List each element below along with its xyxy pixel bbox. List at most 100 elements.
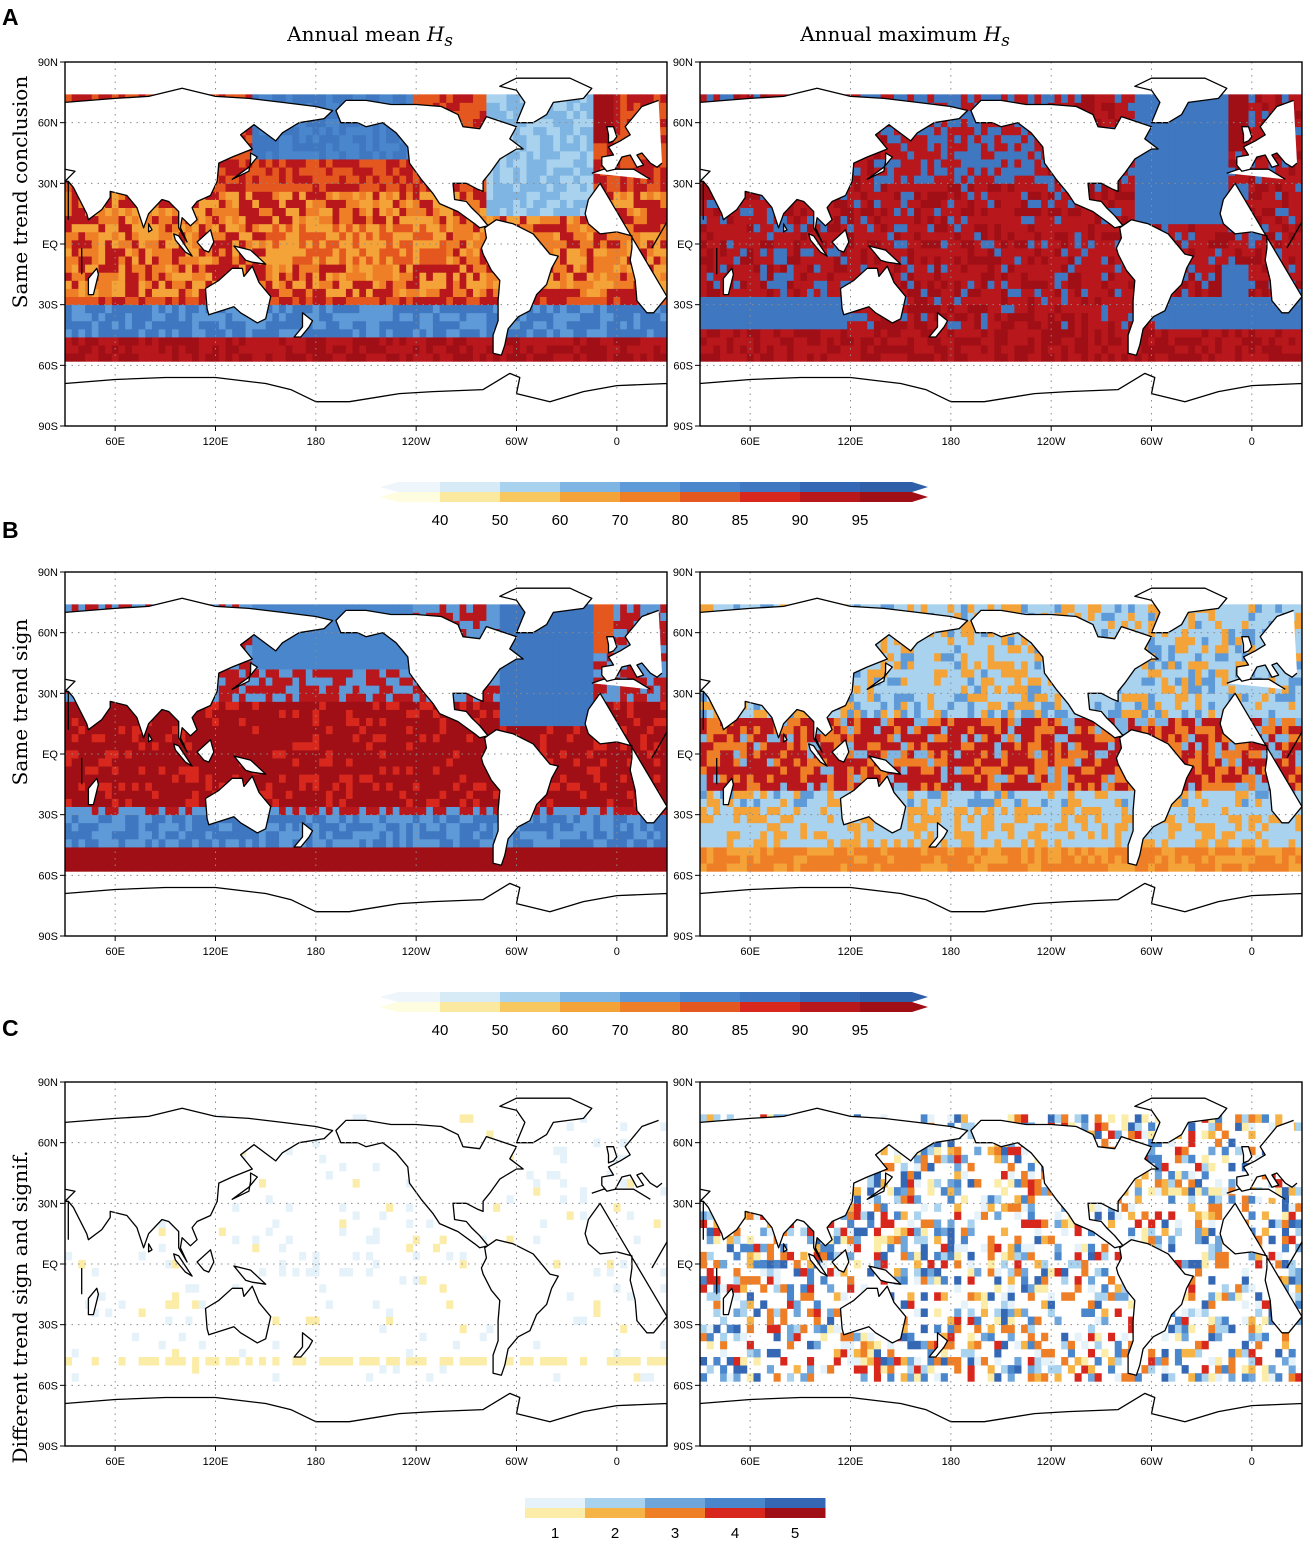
field-cell xyxy=(954,175,961,183)
field-cell xyxy=(820,353,827,361)
field-cell xyxy=(373,167,380,175)
field-cell xyxy=(1021,216,1028,224)
field-cell xyxy=(533,151,540,159)
field-cell xyxy=(780,345,787,353)
field-cell xyxy=(1034,216,1041,224)
field-cell xyxy=(894,159,901,167)
field-cell xyxy=(994,337,1001,345)
field-cell xyxy=(881,345,888,353)
field-cell xyxy=(527,135,534,143)
field-cell xyxy=(707,345,714,353)
field-cell xyxy=(974,151,981,159)
field-cell xyxy=(867,191,874,199)
field-cell xyxy=(634,94,641,102)
field-cell xyxy=(1028,208,1035,216)
field-cell xyxy=(640,353,647,361)
field-cell xyxy=(780,256,787,264)
field-cell xyxy=(406,337,413,345)
field-cell xyxy=(105,248,112,256)
field-cell xyxy=(727,313,734,321)
field-cell xyxy=(279,232,286,240)
field-cell xyxy=(720,224,727,232)
field-cell xyxy=(961,167,968,175)
field-cell xyxy=(500,183,507,191)
field-cell xyxy=(480,280,487,288)
field-cell xyxy=(353,329,360,337)
field-cell xyxy=(480,329,487,337)
field-cell xyxy=(974,256,981,264)
field-cell xyxy=(807,297,814,305)
field-cell xyxy=(720,297,727,305)
field-cell xyxy=(954,135,961,143)
field-cell xyxy=(901,151,908,159)
field-cell xyxy=(1048,353,1055,361)
field-cell xyxy=(894,175,901,183)
field-cell xyxy=(854,232,861,240)
field-cell xyxy=(486,345,493,353)
field-cell xyxy=(353,345,360,353)
field-cell xyxy=(767,248,774,256)
field-cell xyxy=(1014,313,1021,321)
field-cell xyxy=(413,280,420,288)
field-cell xyxy=(386,240,393,248)
field-cell xyxy=(65,313,72,321)
field-cell xyxy=(981,191,988,199)
field-cell xyxy=(466,272,473,280)
field-cell xyxy=(199,256,206,264)
field-cell xyxy=(379,264,386,272)
field-cell xyxy=(406,232,413,240)
field-cell xyxy=(807,216,814,224)
field-cell xyxy=(399,200,406,208)
field-cell xyxy=(85,321,92,329)
field-cell xyxy=(807,272,814,280)
field-cell xyxy=(780,329,787,337)
field-cell xyxy=(205,200,212,208)
field-cell xyxy=(820,345,827,353)
field-cell xyxy=(974,337,981,345)
field-cell xyxy=(379,224,386,232)
field-cell xyxy=(346,224,353,232)
field-cell xyxy=(386,353,393,361)
field-cell xyxy=(634,200,641,208)
field-cell xyxy=(547,167,554,175)
field-cell xyxy=(333,175,340,183)
field-cell xyxy=(907,183,914,191)
field-cell xyxy=(934,272,941,280)
field-cell xyxy=(1028,224,1035,232)
field-cell xyxy=(921,272,928,280)
field-cell xyxy=(205,272,212,280)
field-cell xyxy=(246,216,253,224)
field-cell xyxy=(272,329,279,337)
field-cell xyxy=(707,329,714,337)
field-cell xyxy=(1021,200,1028,208)
field-cell xyxy=(560,208,567,216)
field-cell xyxy=(540,232,547,240)
field-cell xyxy=(927,280,934,288)
field-cell xyxy=(279,159,286,167)
field-cell xyxy=(1081,272,1088,280)
field-cell xyxy=(1088,264,1095,272)
field-cell xyxy=(613,337,620,345)
field-cell xyxy=(1061,232,1068,240)
field-cell xyxy=(580,353,587,361)
field-cell xyxy=(252,232,259,240)
field-cell xyxy=(292,135,299,143)
field-cell xyxy=(800,248,807,256)
field-cell xyxy=(286,232,293,240)
field-cell xyxy=(620,337,627,345)
field-cell xyxy=(379,151,386,159)
field-cell xyxy=(1021,224,1028,232)
field-cell xyxy=(1075,256,1082,264)
field-cell xyxy=(800,297,807,305)
field-cell xyxy=(941,232,948,240)
field-cell xyxy=(540,297,547,305)
field-cell xyxy=(426,305,433,313)
field-cell xyxy=(727,353,734,361)
field-cell xyxy=(366,313,373,321)
field-cell xyxy=(800,264,807,272)
field-cell xyxy=(453,102,460,110)
field-cell xyxy=(453,272,460,280)
field-cell xyxy=(299,191,306,199)
field-cell xyxy=(319,264,326,272)
